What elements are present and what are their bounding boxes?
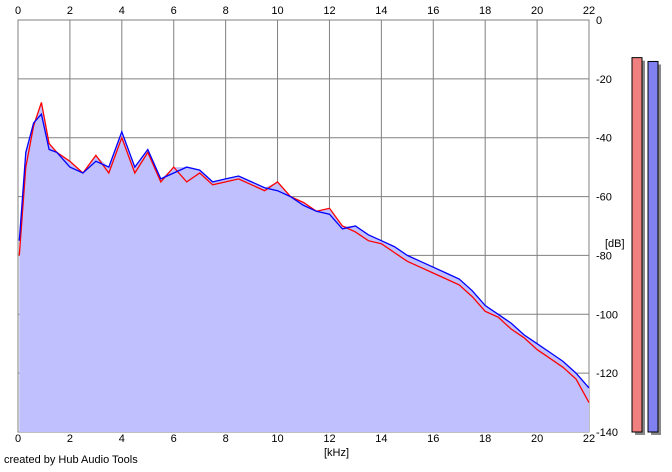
y-tick-label: -100 <box>596 309 618 321</box>
x-axis-top-ticks: 0 2 4 6 8 10 12 14 16 18 20 22 <box>15 5 595 17</box>
x-tick-label-top: 16 <box>427 5 439 17</box>
x-tick-label-bottom: 22 <box>583 433 595 445</box>
x-tick-label-top: 0 <box>15 5 21 17</box>
x-tick-label-bottom: 20 <box>531 433 543 445</box>
y-tick-label: -60 <box>596 192 612 204</box>
y-axis-ticks: 0 -20 -40 -60 -80 -100 -120 -140 <box>596 15 618 439</box>
x-tick-label-top: 12 <box>323 5 335 17</box>
x-tick-label-top: 4 <box>119 5 125 17</box>
y-tick-label: -80 <box>596 250 612 262</box>
y-tick-label: -120 <box>596 368 618 380</box>
x-tick-label-top: 8 <box>223 5 229 17</box>
y-axis-label: [dB] <box>605 238 625 250</box>
x-tick-label-bottom: 18 <box>479 433 491 445</box>
x-tick-label-top: 6 <box>171 5 177 17</box>
y-tick-label: -20 <box>596 74 612 86</box>
x-tick-label-bottom: 2 <box>67 433 73 445</box>
x-tick-label-top: 22 <box>583 5 595 17</box>
x-tick-label-bottom: 6 <box>171 433 177 445</box>
y-tick-label: -140 <box>596 427 618 439</box>
x-tick-label-bottom: 16 <box>427 433 439 445</box>
y-tick-label: -40 <box>596 133 612 145</box>
x-tick-label-top: 18 <box>479 5 491 17</box>
spectrum-fill <box>19 102 589 433</box>
x-tick-label-bottom: 14 <box>375 433 387 445</box>
x-tick-label-top: 14 <box>375 5 387 17</box>
level-meter-bar <box>631 57 643 433</box>
x-tick-label-top: 10 <box>271 5 283 17</box>
level-meter-bar <box>647 60 659 433</box>
x-tick-label-bottom: 10 <box>271 433 283 445</box>
x-axis-bottom-ticks: 0 2 4 6 8 10 12 14 16 18 20 22 <box>15 433 595 445</box>
x-axis-label: [kHz] <box>324 447 349 459</box>
x-tick-label-top: 20 <box>531 5 543 17</box>
x-tick-label-bottom: 12 <box>323 433 335 445</box>
credit-caption: created by Hub Audio Tools <box>4 454 138 466</box>
x-tick-label-bottom: 0 <box>15 433 21 445</box>
level-meters <box>631 57 661 436</box>
y-tick-label: 0 <box>596 15 602 27</box>
x-tick-label-top: 2 <box>67 5 73 17</box>
x-tick-label-bottom: 8 <box>223 433 229 445</box>
x-tick-label-bottom: 4 <box>119 433 125 445</box>
channel-2-line <box>18 112 590 389</box>
